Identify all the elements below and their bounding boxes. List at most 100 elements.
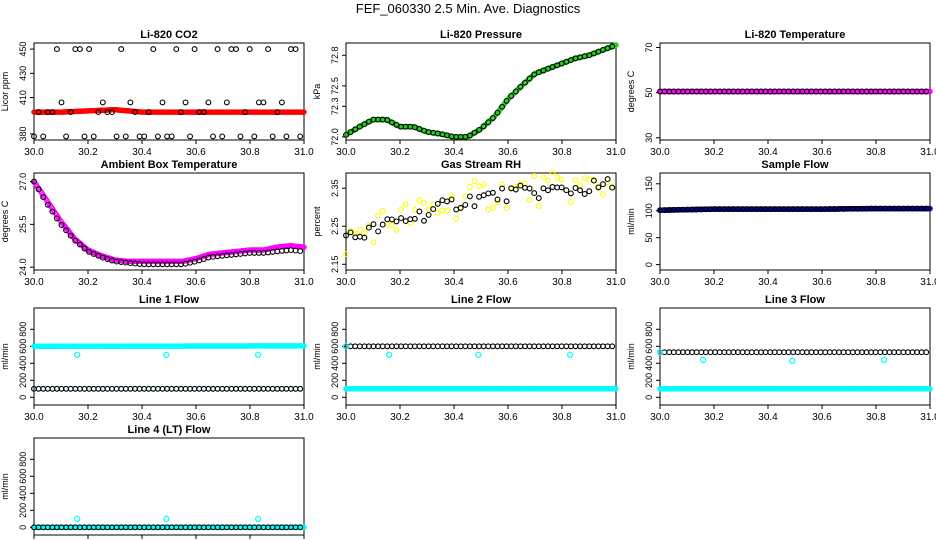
y-tick-label: 400 (18, 486, 28, 501)
x-tick-label: 30.8 (552, 147, 572, 158)
chart-line4: Line 4 (LT) Flowml/min020040060080030.03… (0, 424, 307, 539)
data-point (159, 99, 166, 106)
chart-rh: Gas Stream RH percent 2.15 2.25 2.35 30.0 30.2… (312, 159, 626, 288)
y-tick-label: 72.8 (330, 46, 340, 64)
y-axis-label: kPa (312, 84, 322, 100)
x-tick-label: 30.4 (444, 277, 464, 288)
data-point (187, 133, 194, 140)
data-point (425, 206, 432, 213)
data-point (40, 133, 47, 140)
data-point (434, 200, 441, 207)
y-tick-label: 400 (330, 356, 340, 371)
x-tick-label: 30.0 (336, 277, 356, 288)
y-tick-label: 600 (18, 339, 28, 354)
data-point (656, 349, 664, 356)
data-point (439, 197, 446, 204)
data-point (444, 208, 450, 214)
data-point (545, 177, 551, 184)
x-tick-label: 30.8 (240, 277, 260, 288)
y-axis-label: degrees C (0, 200, 10, 242)
series-continuous (343, 169, 616, 258)
data-point (531, 190, 538, 197)
data-point (177, 109, 184, 116)
data-point (577, 187, 584, 194)
data-point (109, 109, 115, 116)
data-point (67, 232, 74, 239)
y-tick-label: 200 (330, 373, 340, 388)
data-point (35, 109, 42, 116)
data-point (393, 226, 400, 233)
x-tick-label: 30.2 (78, 277, 98, 288)
data-point (58, 222, 65, 228)
data-point (86, 46, 93, 53)
data-point (81, 133, 88, 140)
x-tick-label: 31.0 (606, 147, 626, 158)
data-point (49, 208, 56, 215)
chart-title: Li-820 Temperature (745, 29, 846, 41)
chart-line3: Line 3 Flow ml/min 0 200 400 600 800 30.0 30.2 30… (626, 294, 936, 423)
x-tick-label: 30.4 (132, 412, 152, 423)
data-point (466, 132, 473, 139)
data-point (600, 191, 606, 198)
data-point (356, 123, 363, 130)
series-averaged (657, 205, 930, 214)
data-point (132, 109, 138, 116)
data-point (301, 343, 307, 349)
data-point (233, 46, 239, 53)
data-point (388, 222, 395, 229)
data-point (365, 118, 372, 125)
plot-frame (345, 42, 617, 141)
data-point (609, 343, 616, 350)
data-point (503, 205, 510, 212)
data-point (361, 229, 368, 236)
x-tick-label: 30.0 (650, 277, 670, 288)
x-tick-label: 30.4 (132, 277, 152, 288)
data-point (927, 88, 933, 95)
y-tick-label: 800 (18, 322, 28, 337)
data-point (604, 176, 611, 183)
x-tick-label: 30.6 (498, 277, 518, 288)
data-point (81, 245, 88, 252)
chart-title: Sample Flow (761, 159, 829, 171)
data-point (503, 198, 510, 205)
x-tick-label: 30.2 (704, 412, 724, 423)
data-point (586, 188, 593, 195)
y-axis-label: percent (312, 206, 322, 237)
y-tick-label: 72.5 (330, 77, 340, 95)
data-point (590, 177, 597, 184)
data-point (485, 119, 492, 126)
data-point (86, 248, 93, 255)
data-point (416, 208, 423, 215)
series-averaged (343, 176, 616, 241)
chart-ambient: Ambient Box Temperature degrees C 24.0 25.5… (0, 159, 314, 288)
data-point (558, 184, 565, 191)
data-point (531, 173, 538, 179)
data-point (566, 351, 574, 358)
x-tick-label: 31.0 (294, 277, 314, 288)
data-point (301, 524, 307, 531)
y-tick-label: 400 (18, 356, 28, 371)
x-tick-label: 31.0 (606, 412, 626, 423)
data-point (572, 185, 579, 191)
data-point (517, 83, 524, 90)
data-point (402, 201, 409, 208)
data-point (163, 515, 170, 523)
x-tick-label: 30.8 (866, 277, 886, 288)
data-point (278, 99, 285, 106)
data-point (609, 43, 616, 50)
series-black-high (657, 349, 930, 356)
x-tick-label: 30.4 (444, 147, 464, 158)
data-point (531, 71, 538, 78)
y-tick-label: 0 (18, 395, 28, 400)
x-tick-label: 30.2 (704, 147, 724, 158)
data-point (76, 241, 83, 248)
data-point (223, 99, 230, 106)
y-tick-label: 450 (18, 42, 28, 57)
data-point (613, 386, 619, 392)
data-point (421, 217, 427, 224)
data-point (434, 209, 441, 216)
y-tick-label: 70 (644, 43, 654, 53)
data-point (297, 385, 304, 392)
x-tick-label: 30.0 (24, 277, 44, 288)
